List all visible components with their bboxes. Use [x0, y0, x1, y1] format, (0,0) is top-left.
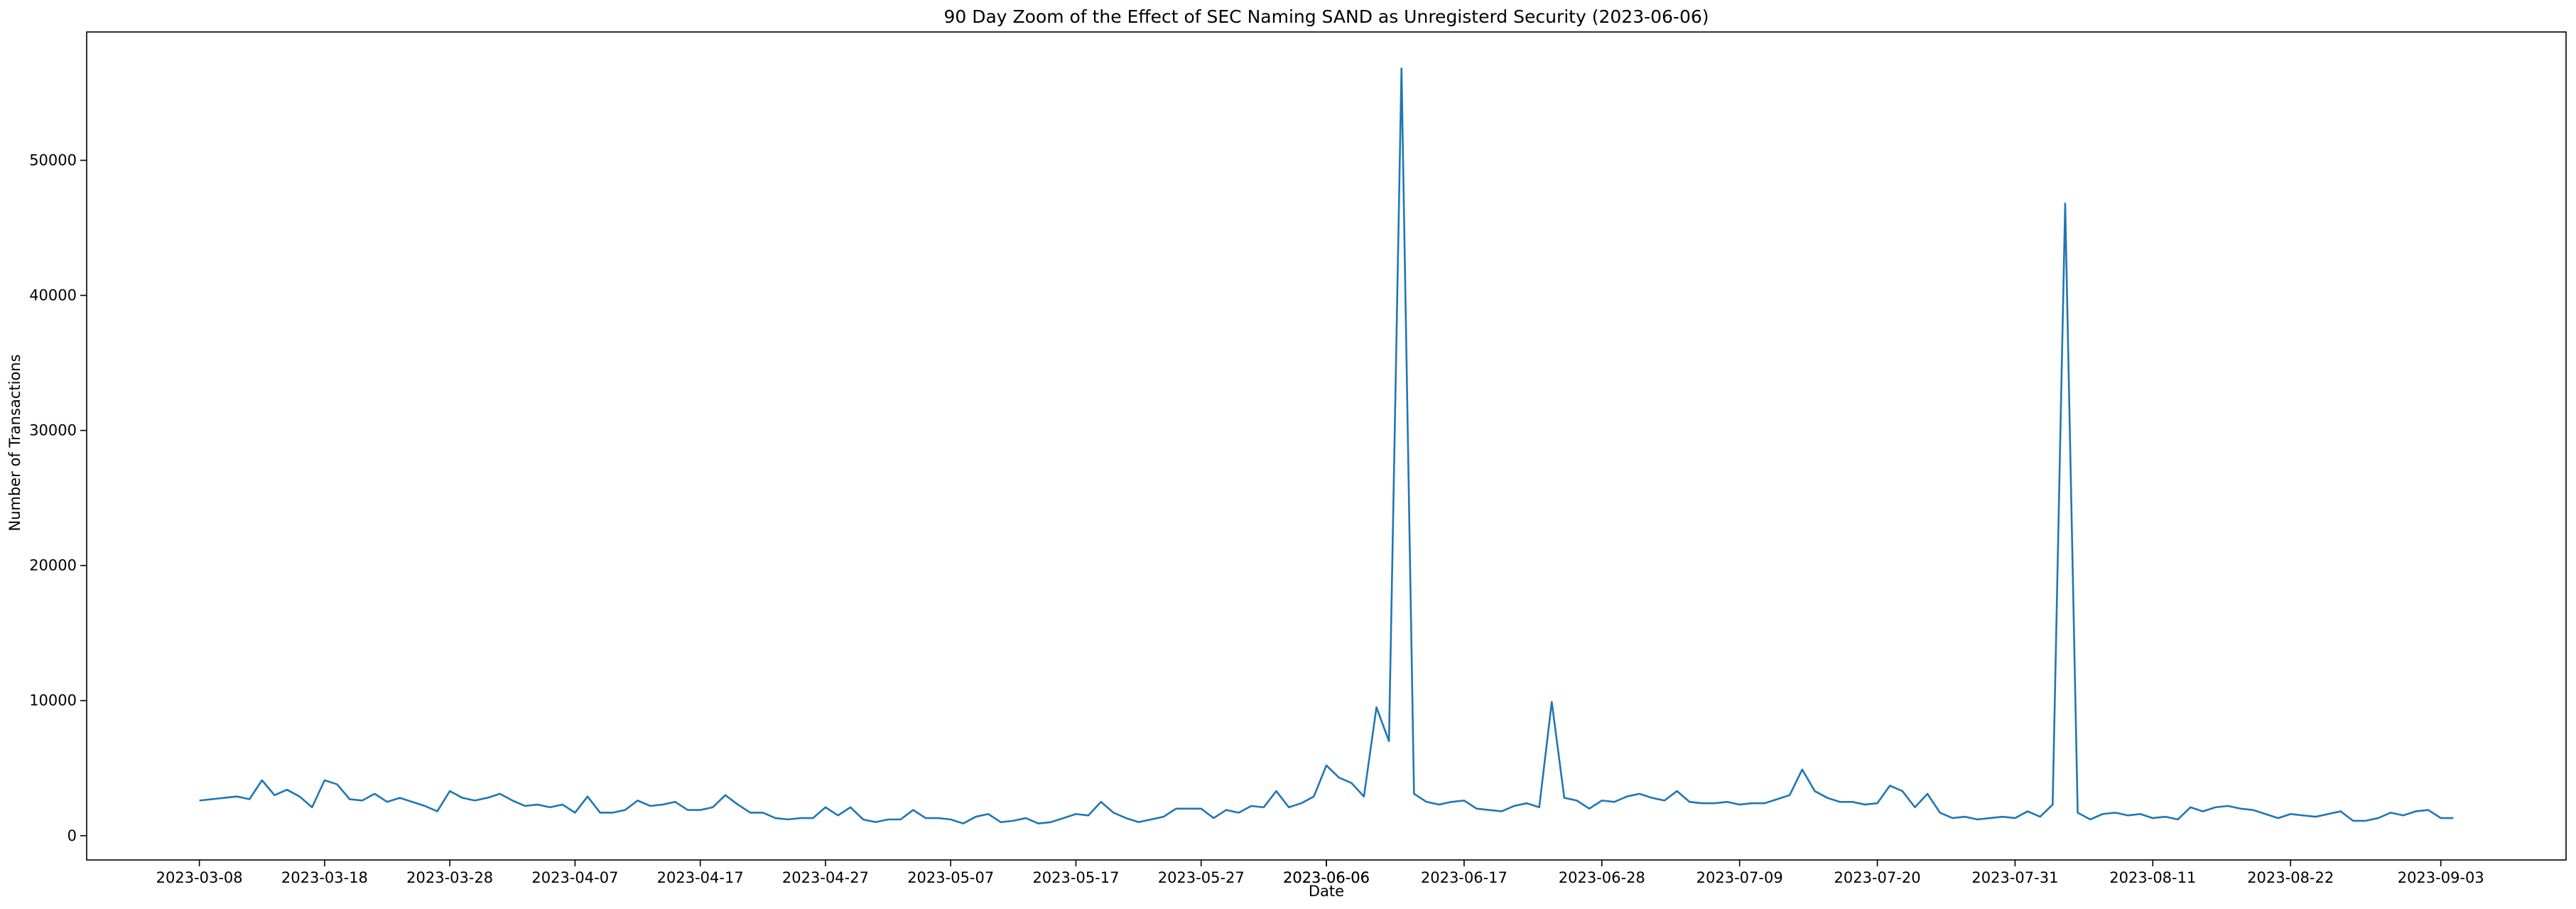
plot-area	[199, 68, 2454, 824]
y-tick-label: 0	[67, 827, 77, 844]
y-axis: 0 10000 20000 30000 40000 50000	[29, 152, 87, 844]
x-tick-label: 2023-07-09	[1696, 869, 1783, 886]
x-tick-label: 2023-09-03	[2398, 869, 2484, 886]
x-tick-label: 2023-07-20	[1834, 869, 1921, 886]
x-tick-label: 2023-08-22	[2247, 869, 2334, 886]
x-tick-label: 2023-03-08	[156, 869, 243, 886]
x-tick-label: 2023-05-07	[907, 869, 994, 886]
x-tick-label: 2023-05-27	[1158, 869, 1245, 886]
x-axis: 2023-03-08 2023-03-18 2023-03-28 2023-04-07…	[156, 860, 2484, 886]
x-tick-label: 2023-07-31	[1971, 869, 2058, 886]
x-tick-label: 2023-05-17	[1032, 869, 1119, 886]
x-tick-label: 2023-03-28	[406, 869, 493, 886]
x-tick-label: 2023-06-06	[1283, 869, 1370, 886]
x-tick-label: 2023-08-11	[2109, 869, 2196, 886]
x-tick-label: 2023-06-17	[1421, 869, 1508, 886]
chart-title: 90 Day Zoom of the Effect of SEC Naming …	[943, 6, 1709, 27]
y-tick-label: 50000	[29, 152, 77, 169]
x-tick-label: 2023-06-06	[1283, 869, 1370, 886]
x-tick-label: 2023-04-07	[531, 869, 618, 886]
x-tick-label: 2023-04-27	[782, 869, 869, 886]
series-line-0	[199, 68, 2454, 824]
y-tick-label: 30000	[29, 422, 77, 439]
y-axis-label: Number of Transactions	[6, 354, 23, 531]
y-tick-label: 40000	[29, 287, 77, 304]
y-tick-label: 20000	[29, 557, 77, 574]
y-tick-label: 10000	[29, 692, 77, 709]
x-tick-label: 2023-06-28	[1559, 869, 1645, 886]
x-axis-label: Date	[1309, 883, 1344, 900]
x-tick-label: 2023-04-17	[657, 869, 744, 886]
plot-frame	[86, 31, 2567, 861]
x-tick-label: 2023-03-18	[281, 869, 368, 886]
